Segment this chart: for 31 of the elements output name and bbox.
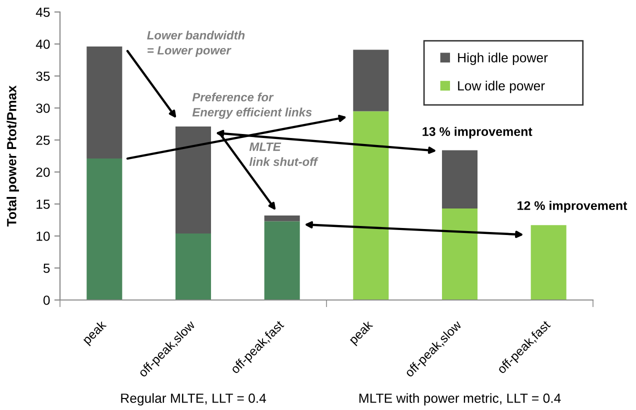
y-tick-label: 30 — [36, 104, 50, 113]
annotation: MLTE link shut-off — [249, 142, 318, 166]
bar — [442, 208, 478, 300]
y-tick-label: 15 — [36, 200, 50, 209]
y-tick-label: 0 — [43, 296, 50, 305]
bar — [264, 221, 300, 300]
y-tick-label: 35 — [36, 72, 50, 81]
bar — [86, 158, 122, 300]
y-tick-label: 5 — [43, 264, 50, 273]
y-axis-title: Total power Ptot/Pmax — [6, 85, 19, 226]
legend-label: High idle power — [458, 52, 548, 65]
bar — [175, 126, 212, 234]
bar — [86, 46, 122, 159]
y-tick-label: 25 — [36, 136, 50, 145]
annotation: Lower bandwidth = Lower power — [147, 30, 245, 57]
y-tick-label: 10 — [36, 232, 50, 241]
bar — [353, 111, 389, 300]
annotation: 13 % improvement — [422, 126, 532, 138]
bar — [175, 233, 212, 300]
y-tick-label: 40 — [36, 40, 50, 49]
bar — [442, 150, 478, 208]
bar — [264, 216, 300, 222]
annotation: Preference for Energy efficient links — [192, 92, 312, 119]
y-tick-label: 20 — [36, 168, 50, 177]
bar — [530, 225, 566, 300]
text: MLTE with power metric, LLT = 0.4 — [359, 393, 561, 406]
annotation: 12 % improvement — [518, 200, 628, 213]
bar — [353, 50, 389, 112]
legend-label: Low idle power — [458, 80, 545, 94]
y-tick-label: 45 — [36, 8, 50, 17]
text: Regular MLTE, LLT = 0.4 — [121, 393, 266, 406]
